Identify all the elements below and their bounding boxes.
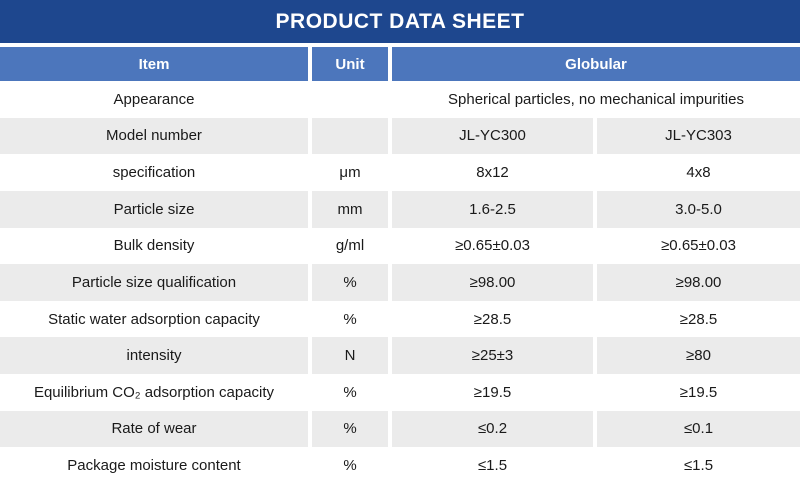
unit-cell: % <box>308 374 390 411</box>
table-row: Rate of wear % ≤0.2 ≤0.1 <box>0 410 800 448</box>
value-cell-span: Spherical particles, no mechanical impur… <box>387 81 800 118</box>
item-cell: Appearance <box>113 90 195 108</box>
unit-cell: % <box>308 410 390 448</box>
table-header-row: Item Unit Globular <box>0 47 800 81</box>
table-row: specification μm 8x12 4x8 <box>0 154 800 191</box>
value-cell-2: ≥19.5 <box>592 374 800 411</box>
table-row: Package moisture content % ≤1.5 ≤1.5 <box>0 447 800 484</box>
header-unit: Unit <box>308 47 390 81</box>
value-cell-2: ≤0.1 <box>592 410 800 448</box>
value-cell-1: 1.6-2.5 <box>388 190 595 228</box>
table-row: Particle size qualification % ≥98.00 ≥98… <box>0 264 800 301</box>
table-row: Particle size mm 1.6-2.5 3.0-5.0 <box>0 190 800 228</box>
value-cell-1: ≤0.2 <box>388 410 595 448</box>
value-cell-1: ≥25±3 <box>388 337 595 374</box>
value-cell-2: 3.0-5.0 <box>592 190 800 228</box>
value-cell-2: ≥80 <box>592 337 800 374</box>
item-cell: Rate of wear <box>111 420 197 438</box>
item-cell: Model number <box>106 127 202 145</box>
unit-cell <box>308 117 390 155</box>
unit-cell: g/ml <box>308 227 390 265</box>
table-row: Appearance Spherical particles, no mecha… <box>0 81 800 118</box>
value-cell-1: ≥0.65±0.03 <box>388 227 595 265</box>
value-cell-2: ≤1.5 <box>592 447 800 484</box>
item-cell: Particle size qualification <box>71 273 237 291</box>
unit-cell: % <box>308 300 390 338</box>
table-row: intensity N ≥25±3 ≥80 <box>0 337 800 374</box>
table-row: Model number JL-YC300 JL-YC303 <box>0 117 800 155</box>
table-row: Static water adsorption capacity % ≥28.5… <box>0 300 800 338</box>
unit-cell: μm <box>308 154 390 191</box>
table-row: Bulk density g/ml ≥0.65±0.03 ≥0.65±0.03 <box>0 227 800 265</box>
page-title: PRODUCT DATA SHEET <box>275 9 525 33</box>
item-cell: Particle size <box>113 200 195 218</box>
value-cell-1: ≥19.5 <box>388 374 595 411</box>
item-cell: Equilibrium CO₂ adsorption capacity <box>33 383 275 401</box>
unit-cell: N <box>308 337 390 374</box>
header-item: Item <box>0 47 310 81</box>
header-globular: Globular <box>387 47 800 81</box>
title-bar: PRODUCT DATA SHEET <box>0 0 800 43</box>
value-cell-1: JL-YC300 <box>388 117 595 155</box>
item-cell: Package moisture content <box>67 457 241 475</box>
item-cell: intensity <box>126 347 182 365</box>
value-cell-2: ≥98.00 <box>592 264 800 301</box>
item-cell: Bulk density <box>113 237 195 255</box>
value-cell-2: JL-YC303 <box>592 117 800 155</box>
item-cell: Static water adsorption capacity <box>48 310 260 328</box>
unit-cell: % <box>308 447 390 484</box>
unit-cell: % <box>308 264 390 301</box>
value-cell-2: ≥28.5 <box>592 300 800 338</box>
table-row: Equilibrium CO₂ adsorption capacity % ≥1… <box>0 374 800 411</box>
product-data-table: Item Unit Globular Appearance Spherical … <box>0 47 800 484</box>
value-cell-1: ≥28.5 <box>388 300 595 338</box>
unit-cell: mm <box>308 190 390 228</box>
divider <box>0 43 800 47</box>
value-cell-1: ≥98.00 <box>388 264 595 301</box>
value-cell-2: ≥0.65±0.03 <box>592 227 800 265</box>
unit-cell <box>308 81 390 118</box>
value-cell-2: 4x8 <box>592 154 800 191</box>
item-cell: specification <box>112 164 196 182</box>
value-cell-1: 8x12 <box>388 154 595 191</box>
value-cell-1: ≤1.5 <box>388 447 595 484</box>
